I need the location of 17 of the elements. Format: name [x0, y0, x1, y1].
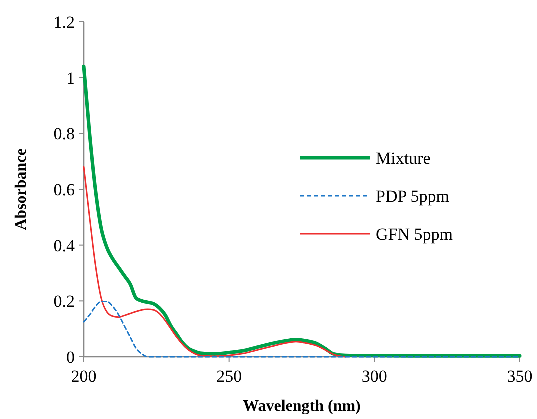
y-tick-label: 0.4	[54, 236, 76, 256]
y-tick-label: 1	[66, 68, 75, 88]
y-tick-label: 0.6	[54, 180, 75, 200]
x-tick-label: 200	[71, 367, 97, 386]
y-tick-label: 0.8	[54, 124, 75, 144]
x-tick-label: 250	[216, 367, 242, 386]
legend-label: GFN 5ppm	[376, 224, 453, 244]
y-tick-label: 0.2	[54, 292, 75, 312]
x-axis-title: Wavelength (nm)	[243, 398, 361, 415]
y-axis-title: Absorbance	[13, 148, 30, 230]
x-tick-label: 300	[362, 367, 388, 386]
line-series	[83, 166, 346, 358]
legend-label: PDP 5ppm	[376, 186, 450, 206]
y-tick-label: 1.2	[54, 12, 75, 32]
x-tick-label: 350	[507, 367, 533, 386]
y-tick-label: 0	[66, 348, 75, 367]
legend-label: Mixture	[376, 148, 431, 168]
